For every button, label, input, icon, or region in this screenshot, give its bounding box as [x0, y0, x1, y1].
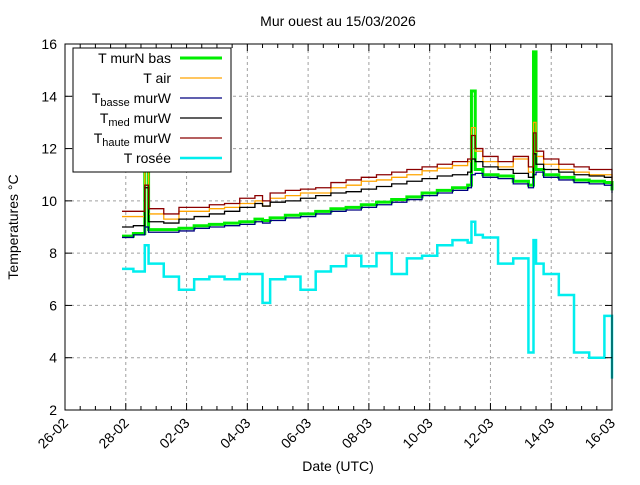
x-tick-label: 12-03	[460, 415, 497, 452]
series-line-3	[121, 153, 613, 228]
chart-title: Mur ouest au 15/03/2026	[260, 13, 416, 29]
legend-label-sub: haute	[102, 137, 130, 149]
x-tick-label: 14-03	[521, 415, 558, 452]
x-tick-label: 02-03	[156, 415, 193, 452]
series-line-4	[121, 132, 613, 215]
series-line-1	[121, 121, 613, 220]
legend-label-tail: murW	[130, 130, 172, 146]
series-lines	[121, 50, 614, 379]
legend-label: Tbasse murW	[92, 90, 172, 109]
legend-label-main: T	[94, 130, 103, 146]
legend-label: T murN bas	[98, 50, 171, 66]
y-tick-label: 6	[49, 297, 57, 313]
y-tick-label: 14	[41, 88, 57, 104]
y-tick-label: 16	[41, 36, 57, 52]
legend-label-main: T	[100, 110, 109, 126]
legend-box	[72, 47, 232, 173]
legend-label: T rosée	[124, 150, 171, 166]
legend-label-main: T	[92, 90, 101, 106]
legend-label-main: T air	[143, 70, 171, 86]
legend-label-tail: murW	[130, 110, 172, 126]
y-tick-label: 8	[49, 245, 57, 261]
legend-label-main: T murN bas	[98, 50, 171, 66]
x-tick-label: 06-03	[278, 415, 315, 452]
y-tick-label: 4	[49, 350, 57, 366]
legend-label-sub: med	[108, 117, 129, 129]
x-tick-label: 28-02	[95, 415, 132, 452]
x-tick-label: 26-02	[34, 415, 71, 452]
legend-label: Tmed murW	[100, 110, 172, 129]
x-tick-label: 16-03	[581, 415, 618, 452]
series-line-0	[121, 50, 614, 238]
legend-label-sub: basse	[100, 97, 129, 109]
legend-label-tail: murW	[130, 90, 172, 106]
y-tick-label: 12	[41, 141, 57, 157]
legend-label: T air	[143, 70, 171, 86]
series-line-5	[121, 220, 614, 379]
y-axis-label: Temperatures °C	[5, 174, 21, 279]
y-tick-label: 10	[41, 193, 57, 209]
legend-label-main: T rosée	[124, 150, 171, 166]
y-tick-label: 2	[49, 402, 57, 418]
x-axis-label: Date (UTC)	[302, 458, 374, 474]
x-tick-label: 10-03	[399, 415, 436, 452]
series-line-2	[121, 171, 613, 239]
legend-label: Thaute murW	[94, 130, 172, 149]
x-tick-label: 08-03	[338, 415, 375, 452]
x-tick-label: 04-03	[217, 415, 254, 452]
